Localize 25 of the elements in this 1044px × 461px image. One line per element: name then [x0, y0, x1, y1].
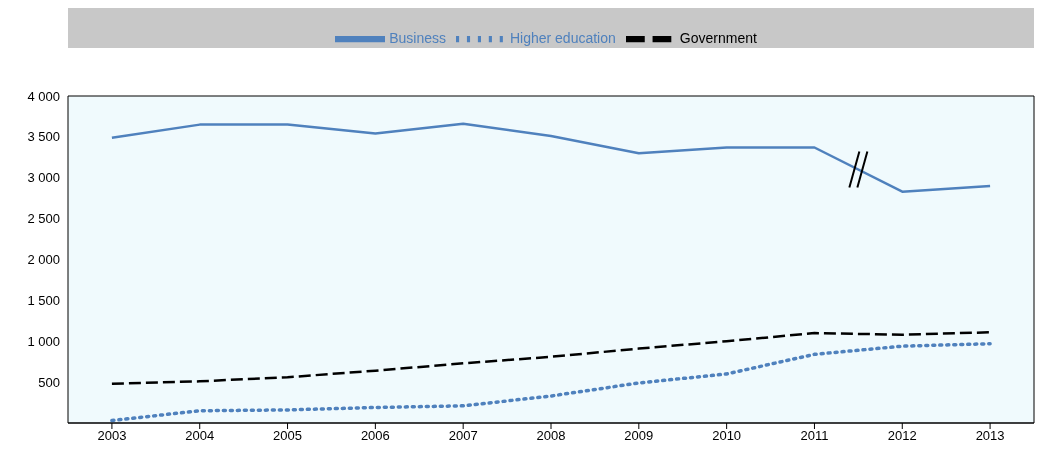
line-series — [110, 122, 992, 193]
x-tick-label: 2007 — [448, 428, 478, 444]
x-tick-label: 2011 — [800, 428, 829, 444]
x-tick-label: 2013 — [975, 428, 1005, 444]
line-series — [110, 341, 992, 423]
x-tick-label: 2012 — [887, 428, 917, 444]
y-tick-label: 3 500 — [27, 129, 60, 145]
line-series — [110, 331, 992, 386]
y-tick-label: 3 000 — [27, 170, 60, 186]
y-tick-label: 1 000 — [27, 333, 60, 349]
x-tick-label: 2003 — [97, 428, 127, 444]
x-tick-label: 2008 — [536, 428, 566, 444]
y-tick-label: 2 500 — [27, 211, 60, 227]
y-tick-label: 1 500 — [27, 292, 60, 308]
y-tick-label: 500 — [38, 374, 60, 390]
y-tick-label: 2 000 — [27, 252, 60, 268]
legend-label: Government — [679, 29, 757, 46]
legend-label: Higher education — [509, 29, 616, 46]
x-tick-label: 2006 — [360, 428, 390, 444]
x-tick-label: 2009 — [624, 428, 654, 444]
legend-label: Business — [389, 29, 446, 46]
y-tick-label: 4 000 — [27, 88, 60, 104]
x-tick-label: 2010 — [712, 428, 742, 444]
x-tick-label: 2004 — [185, 428, 215, 444]
x-tick-label: 2005 — [273, 428, 303, 444]
